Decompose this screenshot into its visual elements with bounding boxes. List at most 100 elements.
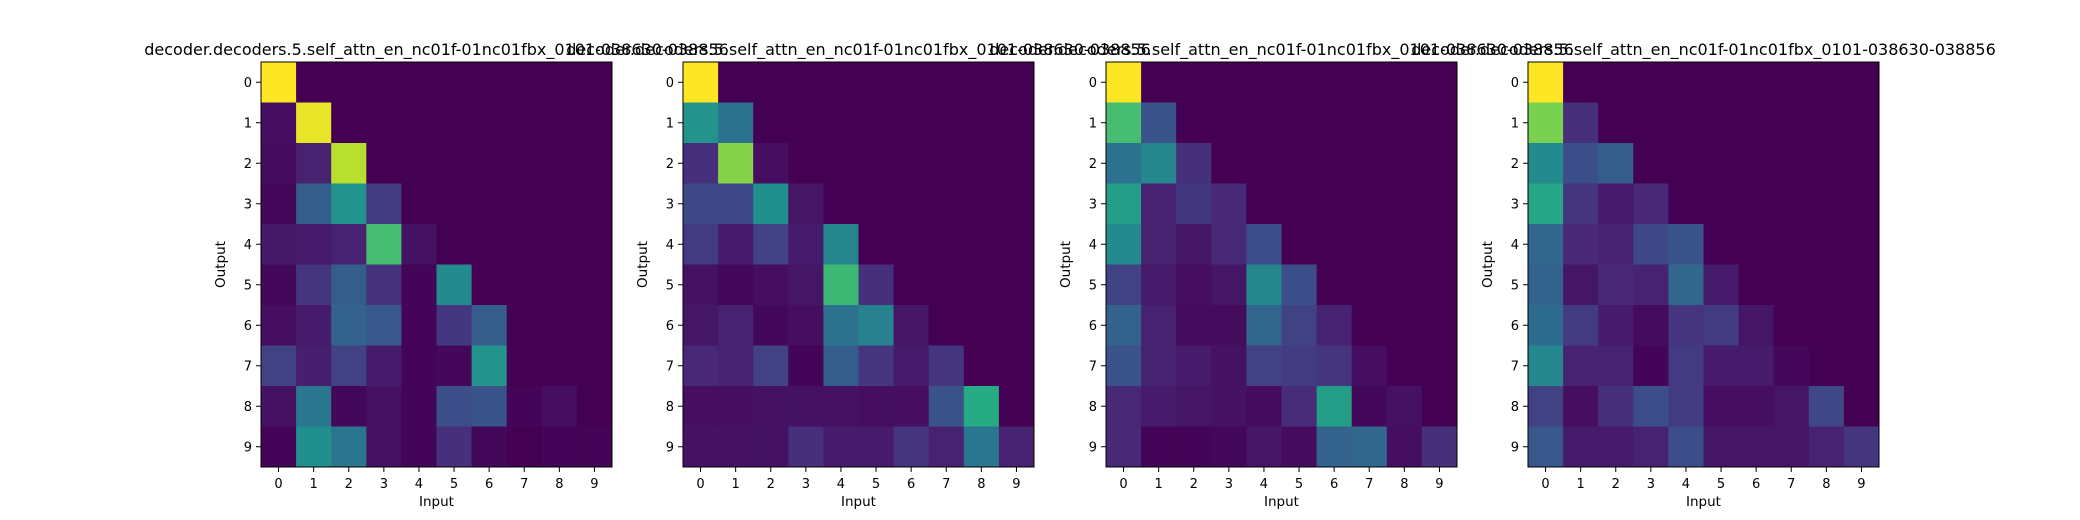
heatmap-cell-3-r9-c4 [1246,426,1282,468]
x-tick-label-4-9: 9 [1857,477,1865,492]
heatmap-cell-2-r9-c4 [823,426,859,468]
heatmap-cell-1-r9-c9 [576,426,613,468]
heatmap-cell-3-r4-c9 [1421,224,1458,265]
heatmap-cell-4-r0-c9 [1843,62,1880,103]
heatmap-cell-1-r2-c8 [541,143,578,184]
heatmap-cell-1-r1-c3 [366,102,402,144]
heatmap-cell-1-r5-c7 [506,264,543,306]
heatmap-cell-3-r2-c4 [1246,143,1282,184]
heatmap-cell-2-r9-c9 [998,426,1035,468]
x-tick-label-4-0: 0 [1541,477,1549,492]
x-tick-label-2-8: 8 [977,477,985,492]
heatmap-cell-1-r3-c1 [296,183,332,225]
heatmap-cell-2-r0-c4 [823,62,859,103]
y-axis-label-2: Output [635,241,651,288]
panel-title-1: decoder.decoders.5.self_attn_en_nc01f-01… [144,40,729,60]
heatmap-cell-2-r1-c1 [718,102,754,144]
x-axis-label-1: Input [419,494,454,510]
y-tick-label-2-2: 2 [666,157,674,172]
y-tick-label-2-8: 8 [666,400,674,415]
heatmap-cell-4-r7-c3 [1633,345,1669,387]
heatmap-cell-2-r6-c4 [823,305,859,346]
heatmap-cell-4-r0-c1 [1563,62,1599,103]
heatmap-cell-1-r4-c2 [331,224,367,265]
heatmap-cell-4-r7-c2 [1598,345,1634,387]
heatmap-cell-4-r3-c9 [1843,183,1880,225]
heatmap-cell-2-r8-c5 [858,386,894,427]
heatmap-cell-3-r3-c8 [1386,183,1423,225]
x-tick-label-3-9: 9 [1435,477,1443,492]
x-tick-label-4-5: 5 [1717,477,1725,492]
heatmap-cell-1-r7-c7 [506,345,543,387]
heatmap-cell-4-r9-c8 [1808,426,1845,468]
heatmap-cell-2-r7-c1 [718,345,754,387]
heatmap-panel-1: 0 1 2 3 4 5 6 7 8 9 0 1 2 3 4 5 6 7 8 9 Input Output decoder.d… [144,40,729,510]
heatmap-cell-2-r8-c0 [683,386,719,427]
heatmap-cell-3-r5-c5 [1281,264,1317,306]
heatmap-cell-2-r3-c8 [963,183,1000,225]
heatmap-cell-2-r5-c3 [788,264,824,306]
heatmap-cell-3-r3-c6 [1316,183,1353,225]
heatmap-cell-4-r8-c5 [1703,386,1739,427]
heatmap-cell-3-r6-c4 [1246,305,1282,346]
x-tick-label-3-8: 8 [1400,477,1408,492]
heatmap-cell-1-r7-c1 [296,345,332,387]
heatmap-cell-3-r5-c0 [1106,264,1142,306]
heatmap-cell-1-r1-c9 [576,102,613,144]
heatmap-cell-1-r7-c4 [401,345,437,387]
heatmap-cell-2-r6-c9 [998,305,1035,346]
heatmap-cell-2-r5-c1 [718,264,754,306]
heatmap-cell-2-r4-c4 [823,224,859,265]
heatmap-cell-3-r9-c7 [1351,426,1388,468]
heatmap-cell-4-r8-c8 [1808,386,1845,427]
heatmap-cell-3-r1-c8 [1386,102,1423,144]
heatmap-cell-2-r9-c0 [683,426,719,468]
heatmap-cell-3-r3-c9 [1421,183,1458,225]
heatmap-cell-2-r8-c2 [753,386,789,427]
heatmap-cell-3-r0-c5 [1281,62,1317,103]
heatmap-cell-2-r5-c8 [963,264,1000,306]
y-tick-label-4-1: 1 [1511,116,1519,131]
x-tick-label-1-1: 1 [310,477,318,492]
heatmap-cell-3-r0-c0 [1106,62,1142,103]
heatmap-cell-2-r8-c6 [893,386,930,427]
y-tick-label-1-8: 8 [244,400,252,415]
x-tick-label-4-7: 7 [1787,477,1795,492]
heatmap-cell-2-r5-c5 [858,264,894,306]
heatmap-cell-3-r4-c7 [1351,224,1388,265]
heatmap-cell-4-r2-c9 [1843,143,1880,184]
heatmap-cell-2-r6-c2 [753,305,789,346]
heatmap-cell-3-r7-c3 [1211,345,1247,387]
heatmap-cell-2-r4-c0 [683,224,719,265]
x-tick-label-3-1: 1 [1155,477,1163,492]
x-tick-label-1-7: 7 [520,477,528,492]
heatmap-cell-4-r3-c7 [1773,183,1810,225]
heatmap-cell-2-r0-c1 [718,62,754,103]
x-tick-label-2-5: 5 [872,477,880,492]
heatmap-cell-4-r8-c1 [1563,386,1599,427]
heatmap-cell-1-r3-c2 [331,183,367,225]
x-tick-label-4-6: 6 [1752,477,1760,492]
heatmap-cell-1-r2-c3 [366,143,402,184]
heatmap-cell-3-r9-c9 [1421,426,1458,468]
heatmap-cell-4-r5-c1 [1563,264,1599,306]
heatmap-cell-4-r8-c7 [1773,386,1810,427]
heatmap-cell-2-r1-c7 [928,102,965,144]
heatmap-cell-1-r3-c4 [401,183,437,225]
heatmap-cell-1-r9-c6 [471,426,508,468]
heatmap-cell-2-r9-c5 [858,426,894,468]
y-tick-label-3-8: 8 [1089,400,1097,415]
heatmap-cell-2-r7-c7 [928,345,965,387]
heatmap-cell-1-r7-c6 [471,345,508,387]
heatmap-cell-2-r4-c1 [718,224,754,265]
heatmap-cell-1-r1-c6 [471,102,508,144]
heatmap-cell-2-r0-c6 [893,62,930,103]
x-tick-label-3-3: 3 [1225,477,1233,492]
heatmap-cell-4-r4-c2 [1598,224,1634,265]
heatmap-cell-2-r6-c6 [893,305,930,346]
heatmap-cell-4-r3-c8 [1808,183,1845,225]
x-tick-label-2-4: 4 [837,477,845,492]
heatmap-cell-4-r0-c4 [1668,62,1704,103]
x-tick-label-4-3: 3 [1647,477,1655,492]
heatmap-cell-3-r6-c8 [1386,305,1423,346]
